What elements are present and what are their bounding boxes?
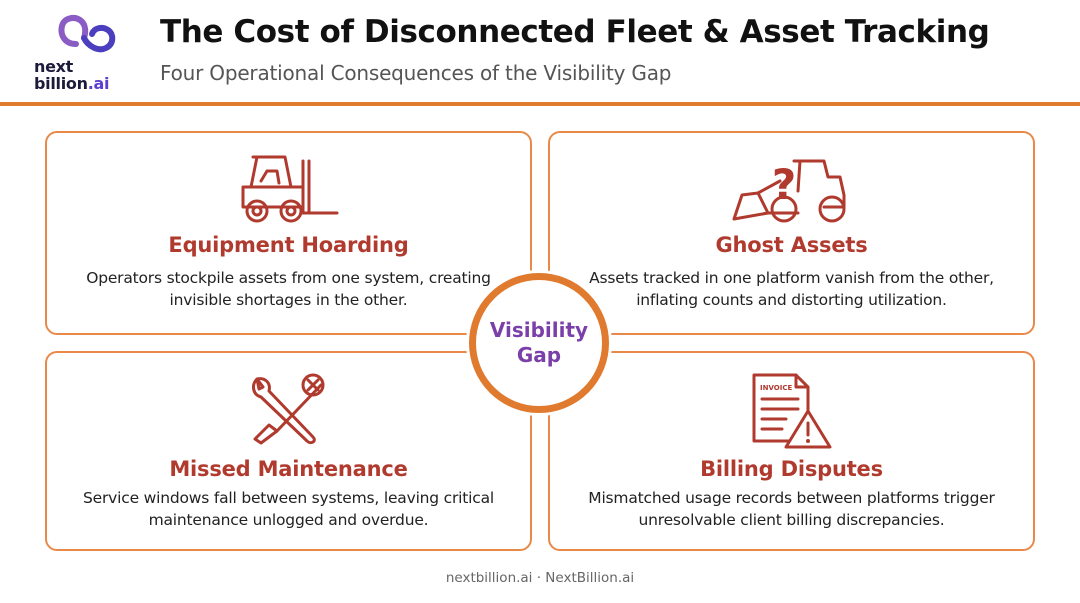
logo-line-1: next — [34, 57, 74, 76]
logo-wordmark: next billion.ai — [34, 58, 109, 92]
forklift-icon — [241, 155, 338, 223]
card-title: Billing Disputes — [700, 457, 883, 481]
footer-credit: nextbillion.ai · NextBillion.ai — [445, 570, 635, 586]
logo-mark-icon — [58, 15, 116, 53]
logo-line-2-suffix: .ai — [87, 74, 110, 93]
card-description: Mismatched usage records between platfor… — [588, 489, 995, 529]
page-subtitle: Four Operational Consequences of the Vis… — [160, 61, 672, 85]
center-label: Visibility Gap — [489, 318, 589, 367]
header-divider — [0, 102, 1080, 106]
page-title: The Cost of Disconnected Fleet & Asset T… — [160, 14, 990, 50]
card-description: Assets tracked in one platform vanish fr… — [589, 269, 994, 309]
card-description: Service windows fall between systems, le… — [83, 489, 494, 529]
invoice-label: INVOICE — [760, 384, 792, 392]
card-title: Ghost Assets — [715, 233, 868, 257]
question-mark: ? — [771, 160, 795, 209]
logo: next billion.ai — [26, 12, 136, 92]
card-title: Missed Maintenance — [169, 457, 408, 481]
card-ghost-assets: ? Ghost Assets Assets tracked in one pla… — [548, 131, 1035, 335]
card-billing-disputes: INVOICE Billing Disputes Mismatched usag… — [548, 351, 1035, 551]
card-description: Operators stockpile assets from one syst… — [86, 269, 491, 309]
loader-question-icon: ? — [732, 159, 845, 223]
logo-line-2-main: billion — [34, 74, 88, 93]
invoice-warning-icon: INVOICE — [752, 373, 831, 449]
card-missed-maintenance: Missed Maintenance Service windows fall … — [45, 351, 532, 551]
wrench-screwdriver-icon — [251, 373, 324, 445]
card-equipment-hoarding: Equipment Hoarding Operators stockpile a… — [45, 131, 532, 335]
logo-line-2: billion.ai — [34, 75, 109, 92]
visibility-gap-circle: Visibility Gap — [469, 273, 609, 413]
card-title: Equipment Hoarding — [168, 233, 409, 257]
